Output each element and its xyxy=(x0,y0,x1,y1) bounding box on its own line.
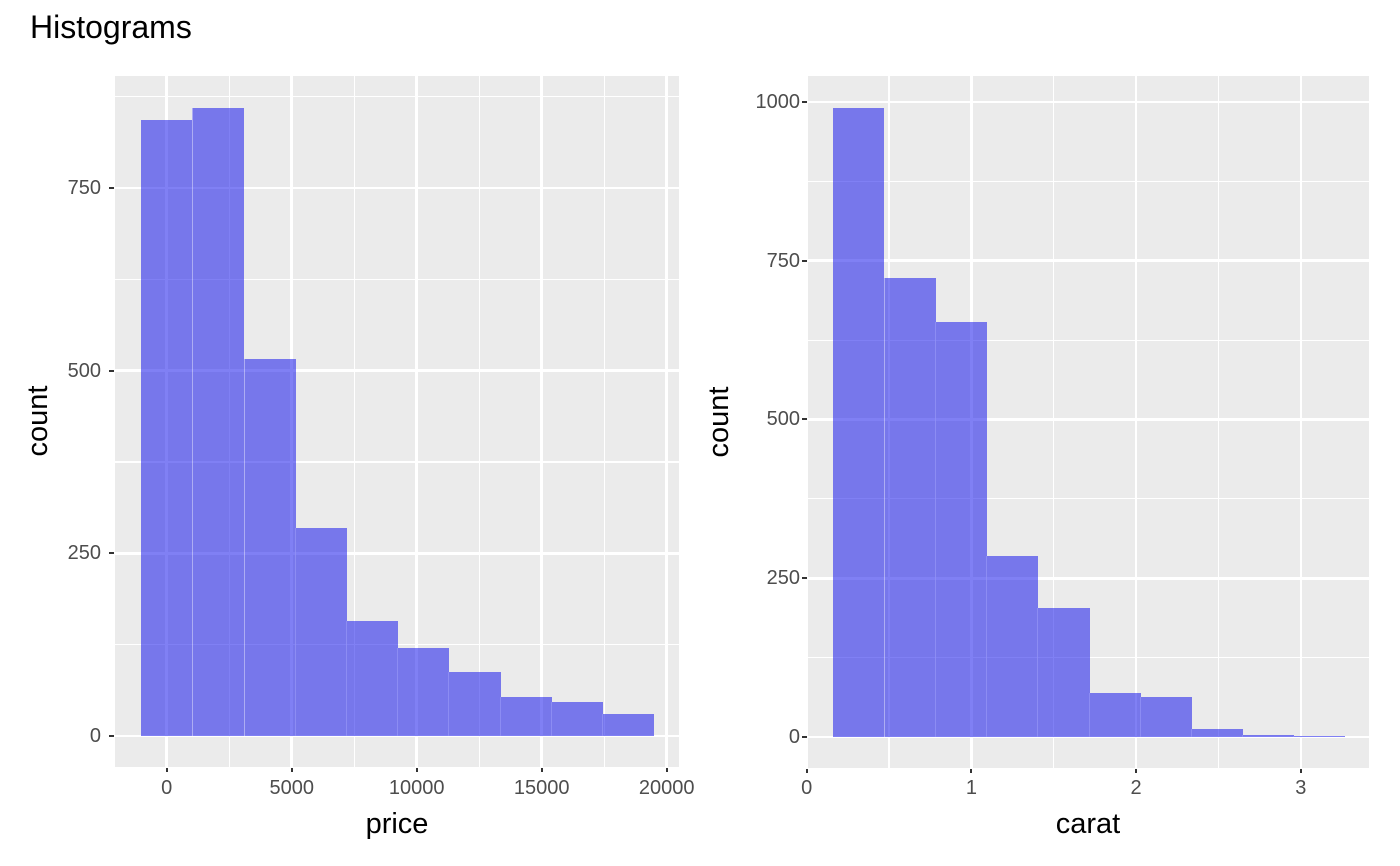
x-tick-mark xyxy=(1299,769,1302,774)
x-tick-label: 0 xyxy=(801,777,813,799)
x-tick-label: 20000 xyxy=(638,777,694,799)
y-tick-mark xyxy=(801,418,807,421)
y-tick-label: 500 xyxy=(67,359,101,382)
x-major-gridline xyxy=(665,76,668,768)
x-tick-label: 15000 xyxy=(513,777,570,799)
y-minor-gridline xyxy=(115,461,680,463)
y-tick-mark xyxy=(109,369,115,372)
histogram-bar xyxy=(141,120,193,736)
histogram-bar xyxy=(1190,729,1244,737)
x-tick-label: 0 xyxy=(161,777,173,799)
histogram-bar xyxy=(294,527,347,736)
x-major-gridline xyxy=(1299,76,1303,769)
y-tick-label: 750 xyxy=(766,249,800,272)
y-tick-mark xyxy=(801,101,807,104)
y-tick-label: 0 xyxy=(788,725,800,748)
price-histogram: count price 0 5000 10000 15000 20000 0 250 500 7… xyxy=(0,0,694,866)
histogram-bar xyxy=(1242,735,1295,737)
y-major-gridline xyxy=(115,552,680,555)
y-major-gridline xyxy=(807,418,1370,421)
y-major-gridline xyxy=(115,734,680,738)
histogram-bar xyxy=(1293,735,1346,737)
x-tick-label: 3 xyxy=(1295,777,1307,799)
x-axis-title: price xyxy=(365,808,429,840)
histogram-bar xyxy=(499,696,552,736)
y-tick-mark xyxy=(109,187,115,190)
x-tick-label: 5000 xyxy=(269,777,314,799)
histogram-bar xyxy=(192,108,245,736)
histogram-bar xyxy=(1139,696,1192,737)
histogram-bar xyxy=(602,714,655,736)
x-tick-mark xyxy=(805,769,808,774)
y-tick-label: 250 xyxy=(766,567,800,590)
y-tick-label: 0 xyxy=(89,724,101,747)
histogram-bar xyxy=(397,648,450,736)
x-minor-gridline xyxy=(603,76,605,768)
y-tick-mark xyxy=(801,259,807,262)
histogram-bar xyxy=(1088,692,1141,737)
histogram-bar xyxy=(935,322,988,737)
y-minor-gridline xyxy=(115,96,680,98)
x-major-gridline xyxy=(1134,76,1138,769)
x-tick-label: 10000 xyxy=(388,777,445,799)
histogram-bar xyxy=(883,277,937,737)
histogram-bar xyxy=(243,359,296,736)
y-minor-gridline xyxy=(115,278,680,280)
y-major-gridline xyxy=(807,100,1370,104)
histogram-bar xyxy=(550,702,604,736)
y-tick-label: 750 xyxy=(67,177,101,200)
x-tick-mark xyxy=(970,769,973,774)
x-minor-gridline xyxy=(1217,76,1220,769)
figure-title: Histograms xyxy=(30,9,192,45)
y-major-gridline xyxy=(115,186,680,190)
x-tick-mark xyxy=(665,768,668,773)
y-tick-mark xyxy=(109,552,115,555)
y-tick-label: 500 xyxy=(766,408,800,431)
y-tick-label: 250 xyxy=(67,542,101,565)
x-minor-gridline xyxy=(1053,76,1055,769)
histogram-bar xyxy=(832,107,884,737)
x-tick-mark xyxy=(1135,769,1138,774)
histogram-bar xyxy=(986,556,1039,737)
y-major-gridline xyxy=(115,369,680,372)
x-minor-gridline xyxy=(478,76,480,768)
y-tick-label: 1000 xyxy=(755,91,801,114)
y-major-gridline xyxy=(807,735,1370,739)
y-axis-title: count xyxy=(22,385,54,457)
x-major-gridline xyxy=(415,76,418,768)
y-tick-mark xyxy=(109,734,115,737)
y-minor-gridline xyxy=(807,498,1370,500)
histogram-bar xyxy=(345,621,399,736)
plot-panel xyxy=(807,76,1370,769)
y-major-gridline xyxy=(807,576,1370,580)
x-tick-label: 1 xyxy=(965,777,977,799)
x-tick-mark xyxy=(415,768,418,773)
x-tick-mark xyxy=(165,768,168,773)
y-major-gridline xyxy=(807,259,1370,263)
x-tick-mark xyxy=(540,768,543,773)
y-minor-gridline xyxy=(807,339,1370,341)
histogram-bar xyxy=(1037,608,1090,737)
x-axis-title: carat xyxy=(1055,808,1121,840)
y-tick-mark xyxy=(801,577,807,580)
carat-histogram: count carat 0 1 2 3 0 250 500 750 1000 xyxy=(700,0,1400,866)
x-tick-label: 2 xyxy=(1130,777,1142,799)
histogram-bar xyxy=(448,672,501,736)
y-tick-mark xyxy=(801,735,807,738)
x-minor-gridline xyxy=(353,76,355,768)
y-minor-gridline xyxy=(807,180,1370,182)
x-tick-mark xyxy=(290,768,293,773)
x-major-gridline xyxy=(540,76,543,768)
plot-panel xyxy=(115,76,680,768)
